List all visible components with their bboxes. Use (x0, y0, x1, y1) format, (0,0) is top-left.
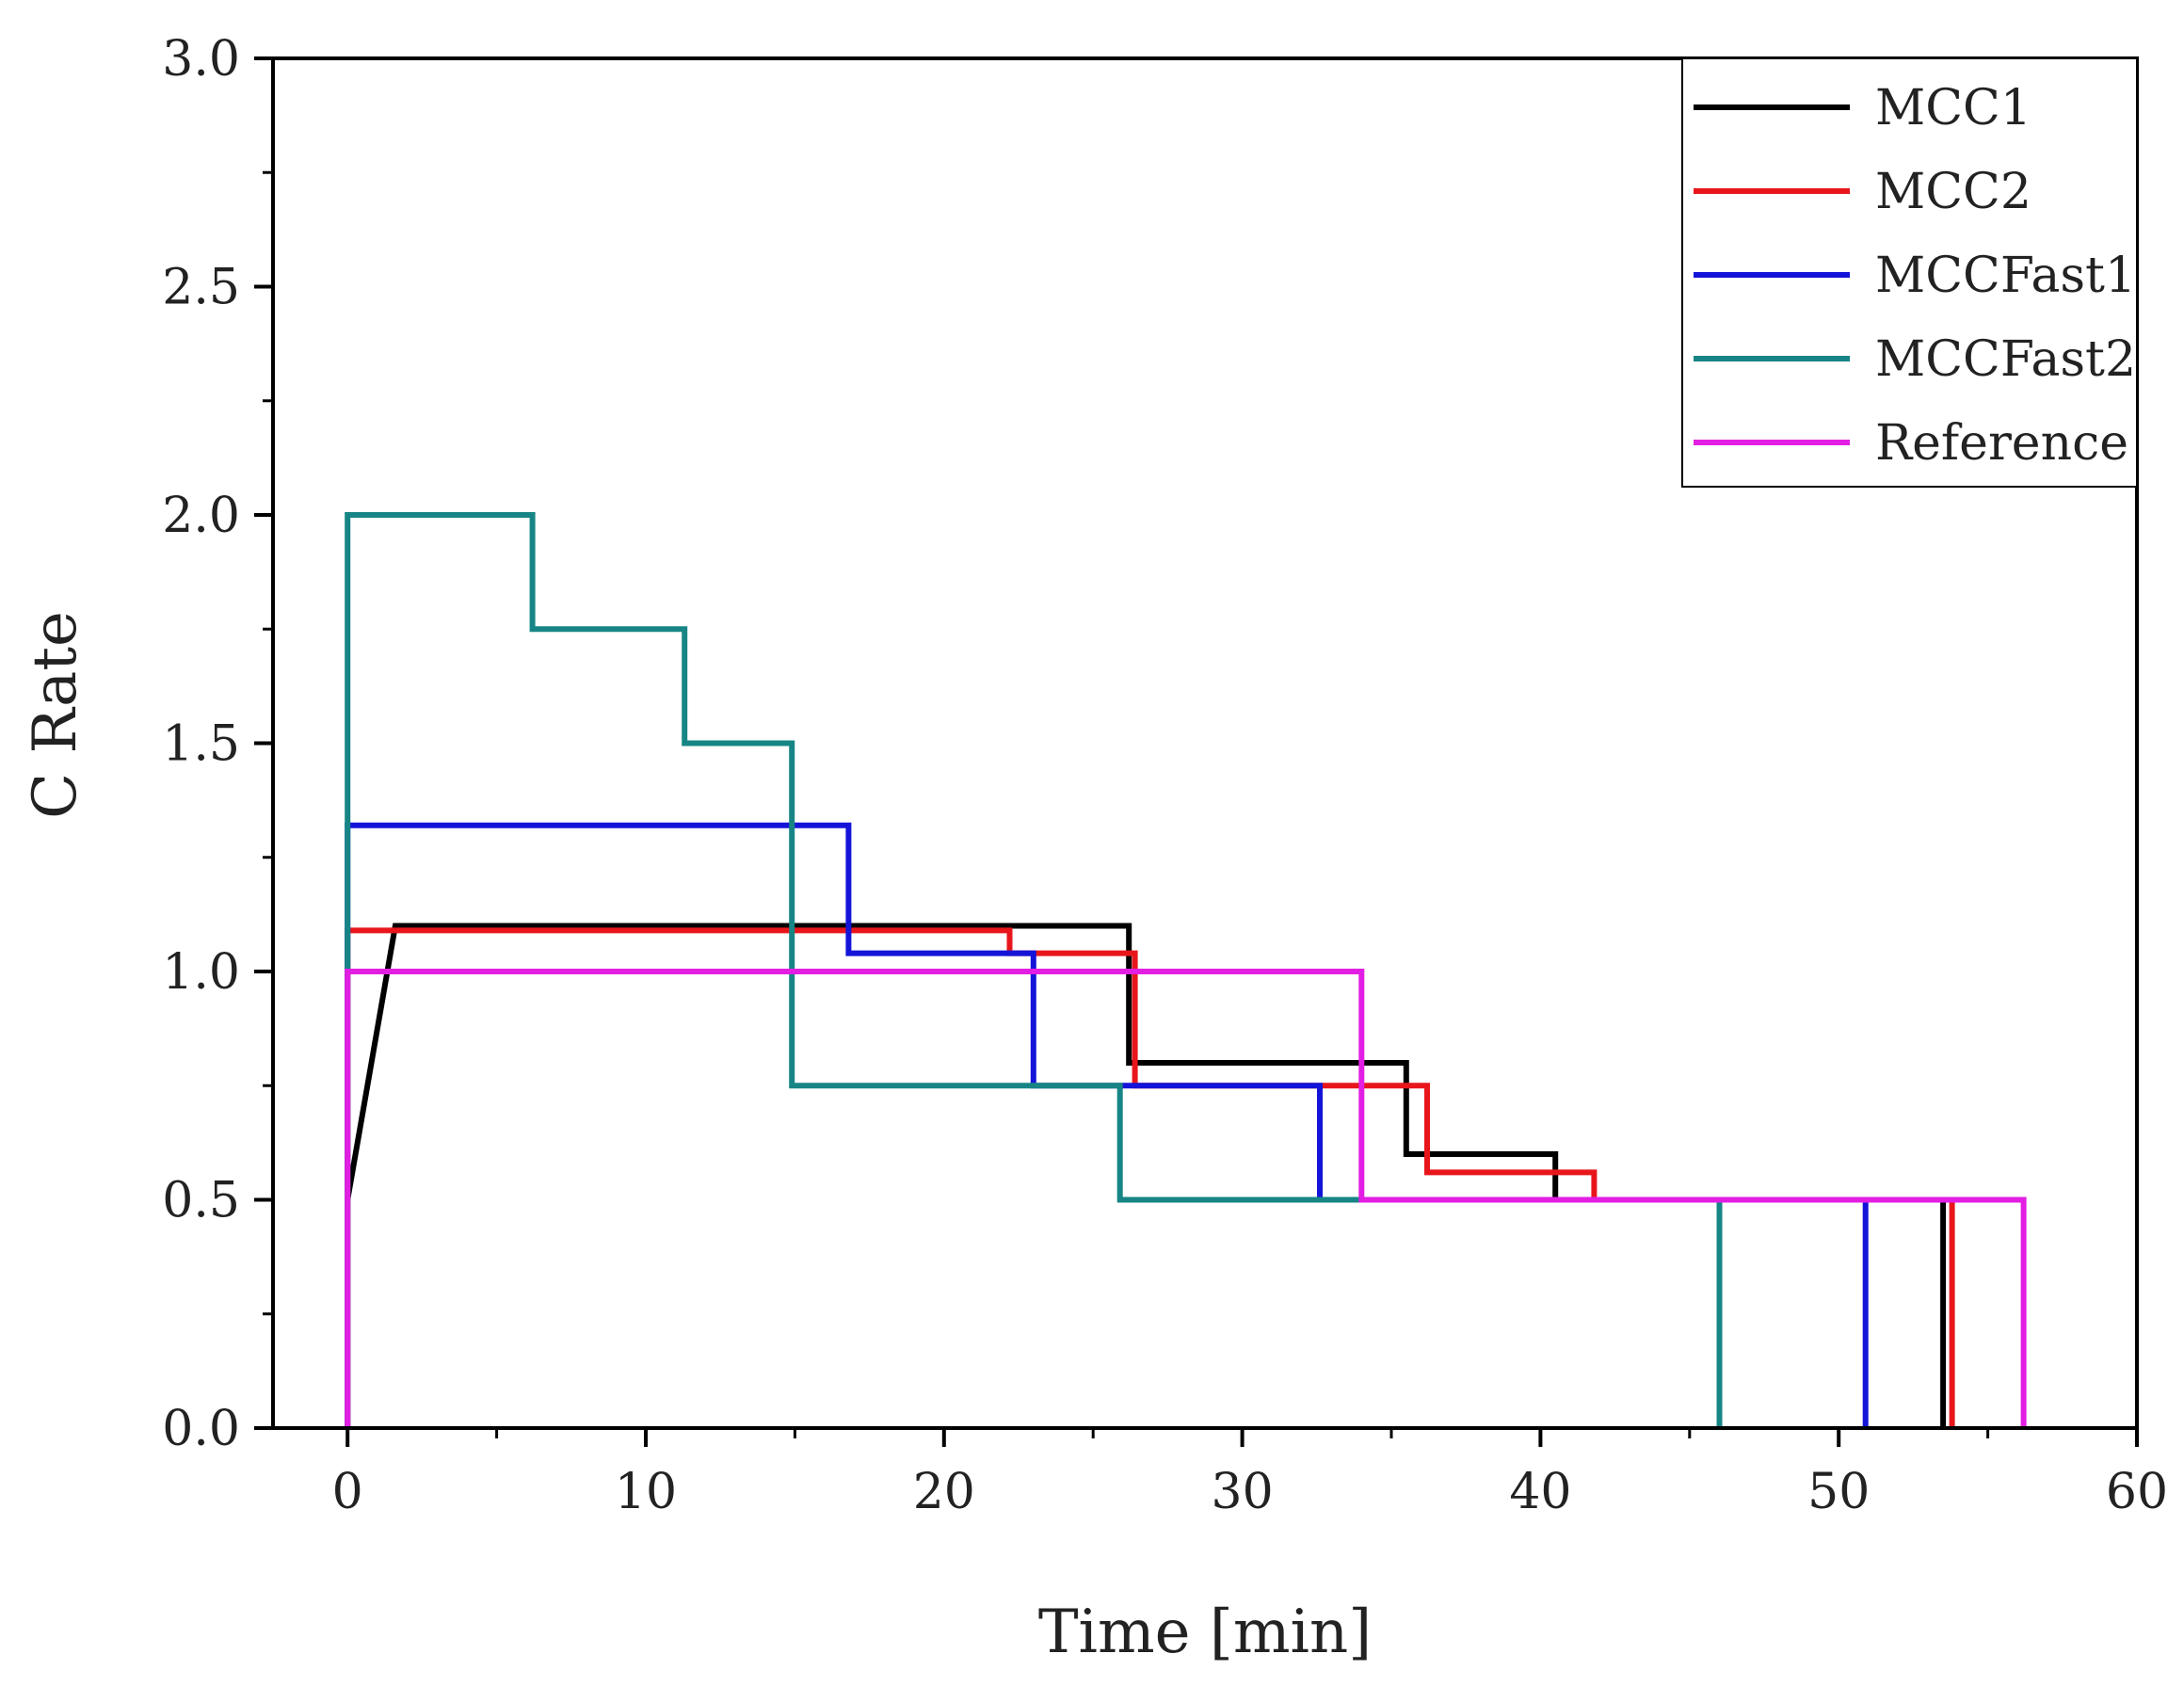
legend-label-mcc2: MCC2 (1875, 164, 2031, 220)
x-tick-label: 0 (332, 1464, 363, 1520)
legend-label-mccfast2: MCCFast2 (1875, 331, 2136, 388)
series-line-mccfast2 (345, 512, 1723, 1428)
legend: MCC1 MCC2 MCCFast1 MCCFast2 Reference (1681, 57, 2138, 488)
legend-label-mcc1: MCC1 (1875, 80, 2031, 136)
x-tick-label: 10 (615, 1464, 677, 1520)
axis-layer: 0 10 20 30 40 50 60 0.0 0.5 1.0 1.5 2.0 2.5 3.0 (162, 31, 2168, 1520)
x-axis-title: Time [min] (1038, 1598, 1372, 1667)
y-tick-label: 3.0 (162, 31, 240, 88)
x-tick-label: 20 (913, 1464, 975, 1520)
series-layer (345, 512, 2027, 1428)
y-tick-label: 2.0 (162, 488, 240, 544)
y-tick-label: 1.0 (162, 944, 240, 1001)
series-line-mccfast1 (345, 822, 1869, 1428)
series-line-reference (345, 969, 2027, 1428)
legend-label-mccfast1: MCCFast1 (1875, 248, 2136, 304)
x-tick-label: 40 (1509, 1464, 1571, 1520)
x-tick-label: 30 (1212, 1464, 1274, 1520)
legend-label-reference: Reference (1875, 415, 2128, 472)
y-tick-label: 0.5 (162, 1173, 240, 1229)
x-tick-label: 60 (2106, 1464, 2168, 1520)
y-tick-label: 1.5 (162, 716, 240, 773)
series-line-mcc1 (345, 923, 1947, 1428)
series-line-mcc2 (345, 927, 1955, 1428)
y-tick-label: 0.0 (162, 1401, 240, 1457)
y-axis-title: C Rate (21, 611, 90, 819)
y-tick-label: 2.5 (162, 260, 240, 316)
x-tick-label: 50 (1807, 1464, 1870, 1520)
